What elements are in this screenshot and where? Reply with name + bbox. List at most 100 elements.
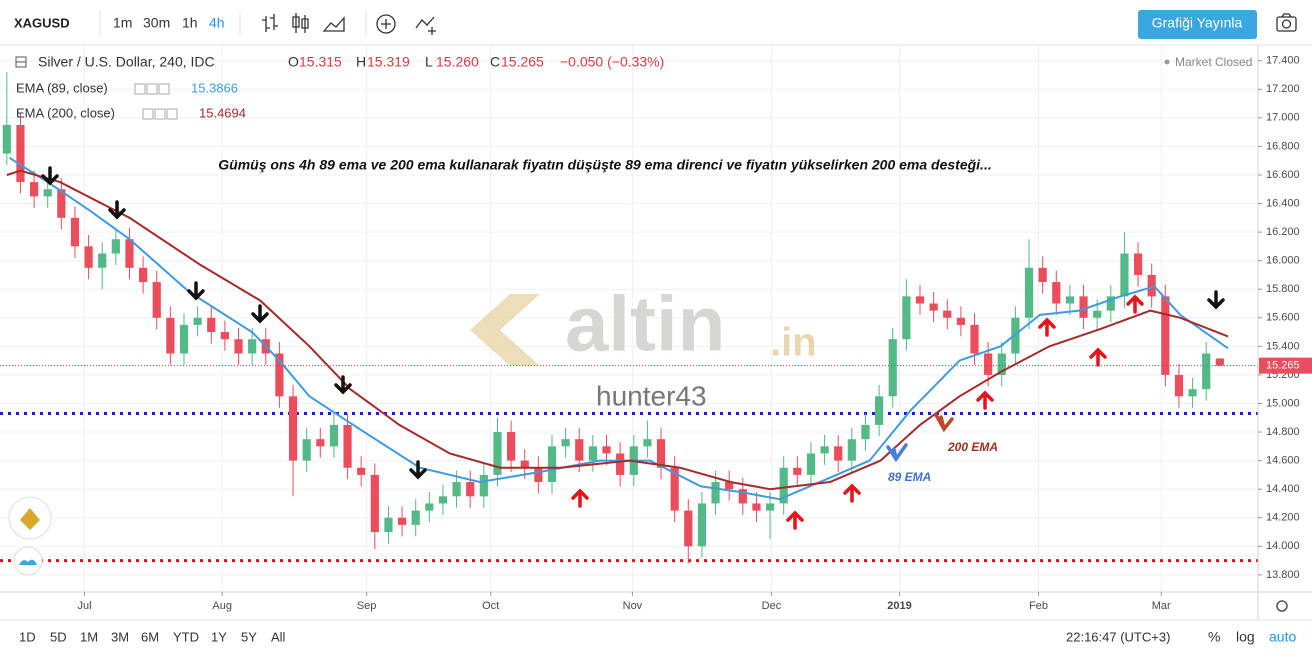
candle-body (1133, 253, 1143, 275)
x-tick-label: Feb (1029, 600, 1048, 612)
candle-body (779, 467, 788, 504)
candle-body (1147, 274, 1156, 297)
log-toggle[interactable]: log (1236, 629, 1255, 645)
ema-legend-button[interactable] (158, 83, 170, 95)
up-arrow (976, 390, 994, 410)
y-tick-label: 14.000 (1266, 540, 1300, 552)
ema-legend-value: 15.3866 (191, 80, 238, 95)
indicators-icon[interactable] (322, 16, 345, 32)
range-button[interactable]: 1D (19, 629, 36, 644)
x-tick-label: Mar (1152, 600, 1171, 612)
candle-body (98, 253, 107, 268)
candle-body (166, 317, 175, 354)
ema-legend-button[interactable] (146, 83, 158, 95)
candle-body (602, 446, 611, 454)
candles-icon[interactable] (292, 13, 309, 33)
candle-body (861, 424, 870, 440)
candle-body (765, 503, 775, 511)
x-tick-label: Nov (623, 600, 643, 612)
range-button[interactable]: 1M (80, 629, 98, 644)
interval[interactable]: 4h (209, 15, 225, 31)
candle-body (534, 467, 543, 483)
range-button[interactable]: 3M (111, 629, 129, 644)
candle-body (970, 324, 979, 354)
ema-pointer (934, 413, 954, 433)
annotation: 200 EMA (947, 440, 998, 454)
candle-body (725, 482, 734, 490)
candle-body (343, 424, 352, 468)
candle-body (1161, 296, 1170, 375)
bars-icon[interactable] (262, 14, 278, 32)
range-button[interactable]: 6M (141, 629, 159, 644)
bottom-bar (0, 620, 1312, 661)
candle-body (425, 503, 434, 511)
candle-body (997, 353, 1006, 375)
candle-body (588, 446, 597, 461)
legend-collapse[interactable] (15, 56, 27, 68)
candle-body (1188, 389, 1197, 397)
candle-body (1202, 353, 1211, 390)
down-arrow (1207, 290, 1225, 310)
range-button[interactable]: YTD (173, 629, 199, 644)
author: hunter43 (596, 380, 707, 411)
down-arrow (409, 460, 427, 480)
range-button[interactable]: All (271, 629, 286, 644)
candle-body (70, 217, 80, 247)
y-tick-label: 17.400 (1266, 55, 1300, 67)
candle-body (793, 467, 802, 475)
down-arrow (187, 281, 205, 301)
compare-icon[interactable] (376, 14, 396, 34)
alert-icon[interactable] (415, 16, 436, 35)
down-arrow (41, 166, 59, 186)
down-arrow (251, 304, 269, 324)
candle-body (84, 246, 93, 268)
interval[interactable]: 1h (182, 15, 198, 31)
publish-label[interactable]: Grafiği Yayınla (1152, 15, 1243, 31)
candle-body (16, 124, 25, 183)
settings-icon[interactable] (1276, 600, 1288, 612)
candle-body (684, 510, 693, 547)
symbol[interactable]: XAGUSD (14, 15, 70, 30)
candle-body (275, 353, 284, 397)
grid (0, 45, 1258, 592)
auto-toggle[interactable]: auto (1269, 629, 1296, 645)
candle-body (834, 446, 843, 461)
up-arrow (1126, 294, 1144, 314)
percent-toggle[interactable]: % (1208, 629, 1220, 645)
readout-value: 15.260 (436, 54, 479, 70)
interval[interactable]: 30m (143, 15, 170, 31)
interval[interactable]: 1m (113, 15, 132, 31)
range-button[interactable]: 5Y (241, 629, 257, 644)
readout-key: H (356, 54, 366, 70)
ema-legend-button[interactable] (154, 108, 166, 120)
ema-legend-name: EMA (89, close) (16, 80, 108, 95)
ema-legend-button[interactable] (142, 108, 154, 120)
y-tick-label: 17.000 (1266, 112, 1300, 124)
down-arrow (334, 375, 352, 395)
candle-body (806, 453, 816, 475)
y-tick-label: 17.200 (1266, 83, 1300, 95)
y-tick-label: 16.000 (1266, 255, 1300, 267)
candle-body (479, 474, 488, 497)
camera-icon[interactable] (1276, 13, 1297, 32)
logo-small-mark (19, 559, 37, 565)
range-button[interactable]: 5D (50, 629, 67, 644)
up-arrow (571, 488, 589, 508)
clock: 22:16:47 (UTC+3) (1066, 629, 1170, 644)
ema-pointer (886, 443, 908, 463)
candle-body (1079, 296, 1088, 318)
logo-small[interactable] (13, 546, 43, 576)
range-button[interactable]: 1Y (211, 629, 227, 644)
candle-body (1106, 296, 1115, 311)
toolbar (0, 0, 1312, 45)
ema-legend-button[interactable] (166, 108, 178, 120)
readout-key: L (425, 54, 433, 70)
publish-button[interactable] (1138, 10, 1257, 39)
x-tick-label: Aug (212, 600, 232, 612)
candle-body (1024, 267, 1034, 318)
last-price-label: 15.265 (1266, 360, 1300, 372)
candle-body (452, 482, 461, 497)
y-tick-label: 14.400 (1266, 483, 1300, 495)
readout-value: 15.315 (299, 54, 342, 70)
ema-legend-button[interactable] (134, 83, 146, 95)
